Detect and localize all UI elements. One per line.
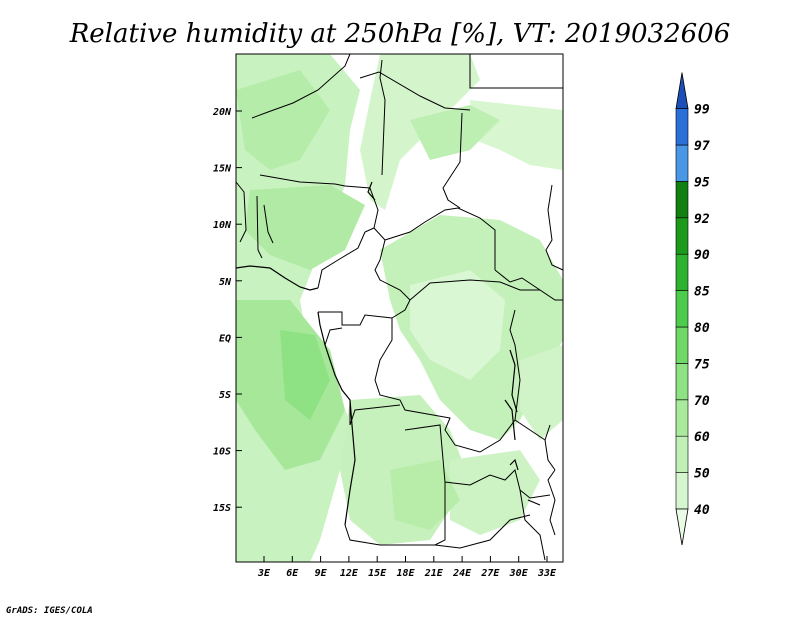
colorbar-segment (675, 435, 689, 473)
colorbar-label: 99 (694, 103, 710, 118)
latitude-axis: 20N 15N 10N 5N EQ 5S 10S 15S (212, 107, 242, 514)
colorbar-segment (675, 181, 689, 219)
colorbar-segment (675, 108, 689, 146)
latitude-tick-label: 5N (219, 277, 232, 288)
longitude-tick-label: 33E (537, 568, 557, 579)
colorbar-label: 80 (694, 321, 710, 336)
longitude-tick-label: 3E (257, 568, 271, 579)
latitude-tick-label: 15N (213, 164, 232, 175)
country-borders (235, 53, 564, 561)
colorbar-upper-arrow (675, 72, 689, 109)
colorbar-segment (675, 217, 689, 255)
colorbar-label: 90 (694, 248, 710, 263)
latitude-tick-label: 5S (219, 390, 231, 401)
colorbar-lower-arrow (675, 508, 689, 546)
colorbar-segment (675, 253, 689, 291)
colorbar-label: 75 (694, 357, 710, 372)
latitude-tick-label: 15S (213, 503, 231, 514)
colorbar-segment (675, 290, 689, 328)
map-frame (235, 53, 564, 563)
colorbar-segment (675, 144, 689, 182)
grads-credit: GrADS: IGES/COLA (6, 606, 93, 616)
humidity-shading (236, 54, 563, 562)
longitude-tick-label: 9E (315, 568, 328, 579)
longitude-tick-label: 6E (286, 568, 299, 579)
longitude-tick-label: 27E (480, 568, 500, 579)
colorbar-segment (675, 472, 689, 510)
latitude-tick-label: EQ (219, 333, 231, 344)
colorbar-segment (675, 399, 689, 437)
colorbar-segment (675, 363, 689, 401)
colorbar-label: 60 (694, 430, 710, 445)
longitude-tick-label: 15E (368, 568, 387, 579)
longitude-axis: 3E 6E 9E 12E 15E 18E 21E 24E 27E 30E 33E (257, 556, 557, 579)
colorbar-label: 92 (694, 212, 710, 227)
map-title: Relative humidity at 250hPa [%], VT: 201… (69, 19, 731, 49)
longitude-tick-label: 21E (424, 568, 444, 579)
colorbar-label: 70 (694, 394, 710, 409)
latitude-tick-label: 10S (213, 447, 231, 458)
latitude-tick-label: 10N (213, 220, 232, 231)
longitude-tick-label: 30E (509, 568, 529, 579)
map-panel: 20N 15N 10N 5N EQ 5S 10S 15S 3E 6E 9E 12E 15E 18E 21E… (212, 53, 564, 579)
colorbar-label: 50 (694, 467, 710, 482)
colorbar-label: 85 (694, 285, 710, 300)
colorbar-segment (675, 326, 689, 364)
coastlines (235, 181, 541, 526)
longitude-tick-label: 24E (452, 568, 472, 579)
colorbar-label: 40 (694, 503, 710, 518)
latitude-tick-label: 20N (212, 107, 232, 118)
longitude-tick-label: 12E (340, 568, 359, 579)
colorbar-label: 97 (694, 139, 710, 154)
colorbar-label: 95 (694, 175, 710, 190)
longitude-tick-label: 18E (396, 568, 415, 579)
colorbar-legend: 40 50 60 70 75 80 85 90 92 95 97 99 (675, 72, 710, 546)
